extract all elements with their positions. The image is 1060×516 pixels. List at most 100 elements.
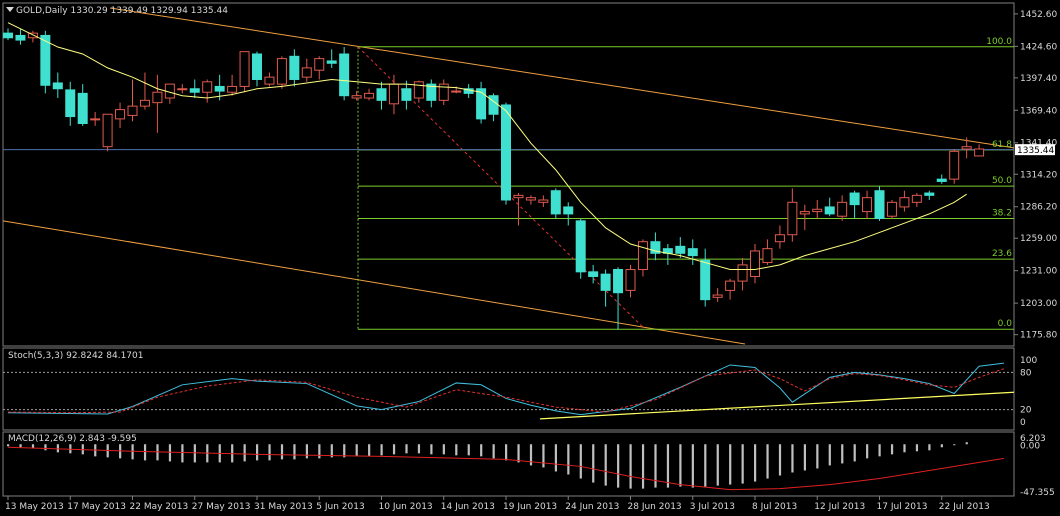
macd-histogram-bar	[305, 444, 308, 459]
candle-body	[899, 197, 910, 208]
macd-panel-header: MACD(12,26,9) 2.843 -9.595	[8, 434, 137, 444]
candle-body	[252, 53, 262, 80]
price-axis-label: 1341.40	[1020, 139, 1057, 149]
macd-histogram-bar	[778, 444, 782, 476]
current-price-box	[1015, 144, 1055, 156]
fibonacci-level-label: 61.8	[992, 140, 1012, 150]
candle-body	[77, 92, 88, 125]
macd-histogram-bar	[766, 444, 769, 479]
fibonacci-level-label: 50.0	[992, 176, 1012, 186]
macd-histogram-bar	[953, 444, 956, 446]
candle-body	[202, 81, 213, 93]
macd-histogram-bar	[492, 444, 495, 459]
macd-axis-label: -47.355	[1020, 488, 1055, 498]
candle-body	[426, 83, 437, 101]
stochastic-panel-header: Stoch(5,3,3) 92.8242 84.1701	[8, 351, 143, 361]
candle-body	[115, 109, 126, 120]
candle-body	[326, 60, 337, 64]
date-axis-label: 24 Jun 2013	[565, 502, 619, 512]
macd-histogram-bar	[405, 444, 408, 454]
macd-histogram-bar	[567, 444, 570, 475]
macd-histogram-bar	[529, 444, 533, 466]
candle-body	[314, 58, 325, 71]
candle-body	[488, 95, 499, 115]
candle-body	[501, 104, 511, 201]
candle-body	[774, 234, 785, 243]
macd-histogram-bar	[293, 444, 296, 460]
candle-body	[264, 76, 275, 85]
macd-histogram-bar	[679, 444, 682, 487]
date-axis-label: 8 Jul 2013	[752, 502, 797, 512]
price-panel-header[interactable]: GOLD,Daily 1330.29 1339.49 1329.94 1335.…	[6, 6, 228, 16]
candle-body	[637, 241, 648, 271]
date-axis-label: 19 Jun 2013	[503, 502, 557, 512]
macd-histogram-bar	[878, 444, 881, 457]
stochastic-panel: 100 80 20 0	[3, 356, 1037, 428]
macd-axis-label: 0.00	[1020, 441, 1040, 451]
candle-body	[438, 83, 449, 101]
candle-body	[961, 146, 972, 150]
candle-body	[177, 88, 188, 91]
candle-body	[874, 190, 885, 220]
macd-histogram-bar	[617, 444, 620, 488]
candle-body	[550, 190, 561, 215]
macd-histogram-bar	[741, 444, 744, 484]
macd-histogram-bar	[903, 444, 906, 453]
macd-histogram-bar	[69, 444, 72, 454]
candle-body	[376, 88, 387, 101]
macd-histogram-bar	[554, 444, 557, 472]
macd-histogram-bar	[816, 444, 819, 469]
macd-histogram-bar	[915, 444, 919, 452]
candle-body	[65, 89, 76, 118]
date-axis-label: 14 Jun 2013	[441, 502, 495, 512]
macd-histogram-bar	[592, 444, 595, 483]
fibonacci-level-label: 23.6	[992, 249, 1012, 259]
macd-histogram-bar	[505, 444, 508, 461]
macd-histogram-bar	[7, 444, 10, 447]
candle-body	[413, 81, 424, 99]
candle-body	[600, 273, 611, 291]
channel-upper-line	[109, 7, 1015, 149]
date-axis-label: 17 Jul 2013	[877, 502, 928, 512]
date-axis-label: 5 Jun 2013	[316, 502, 364, 512]
candle-body	[936, 178, 947, 182]
stochastic-axis-label: 80	[1020, 368, 1032, 378]
macd-histogram-bar	[430, 444, 433, 455]
candle-body	[364, 92, 375, 99]
macd-histogram-bar	[193, 444, 196, 463]
price-axis-label: 1314.20	[1020, 170, 1057, 180]
macd-histogram-bar	[704, 444, 707, 487]
stochastic-axis-label: 100	[1020, 356, 1037, 366]
candle-body	[276, 58, 287, 85]
candle-body	[40, 34, 51, 86]
date-axis-label: 12 Jul 2013	[814, 502, 865, 512]
macd-histogram-bar	[654, 444, 657, 488]
candle-body	[351, 95, 362, 99]
candle-body	[737, 264, 748, 282]
macd-histogram-bar	[940, 444, 943, 448]
stochastic-axis-label: 0	[1020, 418, 1026, 428]
candle-body	[911, 194, 922, 203]
macd-histogram-bar	[791, 444, 794, 473]
macd-histogram-bar	[579, 444, 582, 479]
price-axis-label: 1175.80	[1020, 331, 1057, 341]
candle-body	[824, 206, 835, 215]
fibonacci-level-label: 0.0	[998, 319, 1013, 329]
macd-histogram-bar	[380, 444, 383, 456]
candle-body	[675, 245, 686, 254]
candle-body	[189, 88, 200, 93]
chevron-down-icon[interactable]	[6, 7, 14, 12]
stochastic-axis-label: 20	[1020, 406, 1032, 416]
candle-body	[538, 199, 549, 203]
macd-histogram-bar	[243, 444, 246, 462]
candle-body	[127, 105, 138, 116]
candle-body	[886, 201, 897, 217]
candle-body	[102, 113, 113, 148]
date-axis-label: 28 Jun 2013	[628, 502, 682, 512]
moving-average-line	[7, 22, 967, 271]
macd-histogram-bar	[181, 444, 184, 463]
macd-histogram-bar	[517, 444, 520, 463]
ohlc-label: 1330.29 1339.49 1329.94 1335.44	[70, 6, 228, 16]
